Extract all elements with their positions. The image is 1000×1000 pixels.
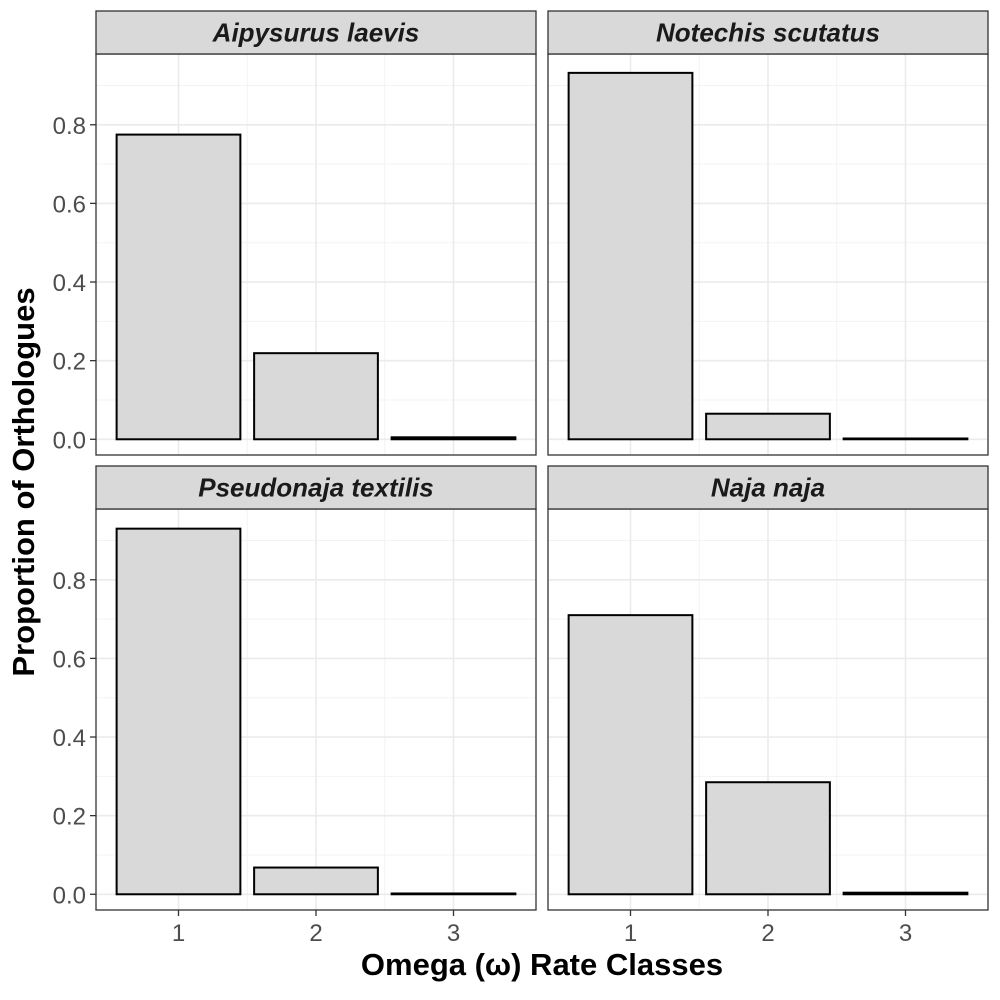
- bar: [705, 781, 831, 896]
- y-tick-label: 0.0: [53, 882, 86, 909]
- facet-strip: [95, 10, 537, 55]
- y-axis-title: Proportion of Orthologues: [6, 287, 41, 676]
- x-axes: 1 2 3 1 2 3: [172, 910, 912, 947]
- bar: [567, 614, 694, 896]
- y-axes: 0.0 0.2 0.4 0.6 0.8 0.0 0.2 0.4 0.6 0.8: [53, 113, 96, 909]
- facet-panel: Pseudonaja textilis: [95, 465, 537, 911]
- x-tick-label: 1: [172, 920, 185, 947]
- x-tick-label: 2: [761, 920, 774, 947]
- y-tick-label: 0.0: [53, 427, 86, 454]
- bar: [390, 436, 517, 441]
- y-tick-label: 0.2: [53, 349, 86, 376]
- y-tick-label: 0.2: [53, 804, 86, 831]
- facet-panel: Naja naja: [547, 465, 989, 911]
- facet-title: Pseudonaja textilis: [198, 473, 434, 503]
- facet-title: Naja naja: [711, 473, 825, 503]
- facet-title: Aipysurus laevis: [212, 18, 420, 48]
- bar: [390, 892, 517, 896]
- y-tick-label: 0.6: [53, 191, 86, 218]
- x-tick-label: 3: [899, 920, 912, 947]
- x-tick-label: 3: [447, 920, 460, 947]
- bar: [705, 412, 831, 441]
- bar: [115, 133, 242, 441]
- bar: [567, 71, 694, 441]
- facet-strip: [547, 10, 989, 55]
- facet-panel: Aipysurus laevis: [95, 10, 537, 456]
- x-tick-label: 1: [624, 920, 637, 947]
- y-tick-label: 0.4: [53, 725, 86, 752]
- facet-strip: [95, 465, 537, 510]
- facet-title: Notechis scutatus: [656, 18, 880, 48]
- facet-panel: Notechis scutatus: [547, 10, 989, 456]
- bar: [842, 437, 969, 441]
- x-tick-label: 2: [309, 920, 322, 947]
- y-tick-label: 0.6: [53, 646, 86, 673]
- y-tick-label: 0.8: [53, 568, 86, 595]
- bar: [842, 891, 969, 896]
- facet-strip: [547, 465, 989, 510]
- bar: [253, 866, 379, 896]
- x-axis-title: Omega (ω) Rate Classes: [361, 947, 723, 982]
- y-tick-label: 0.8: [53, 113, 86, 140]
- y-tick-label: 0.4: [53, 270, 86, 297]
- bar: [115, 527, 242, 896]
- facet-panels: Aipysurus laevis Notechis scutatus Pseudon…: [95, 10, 989, 911]
- bar: [253, 352, 379, 441]
